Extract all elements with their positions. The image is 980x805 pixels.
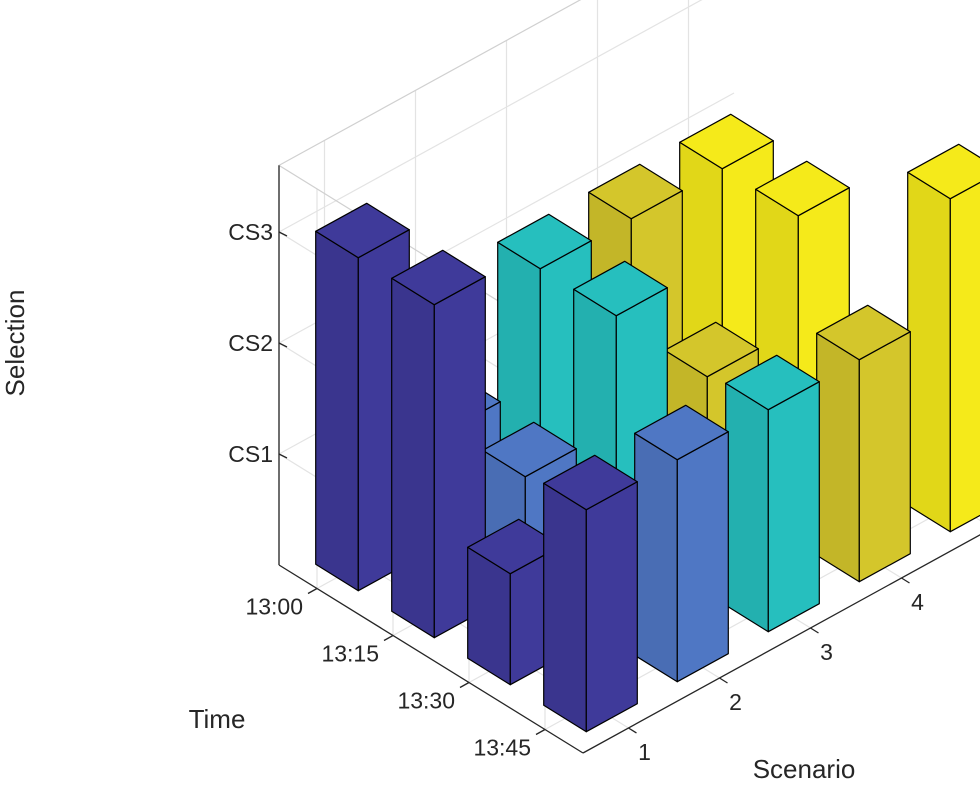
- bar-face-top: [588, 163, 683, 220]
- bar-time4-scenario4: [816, 304, 911, 583]
- scenario-tick-label-4: 4: [911, 589, 924, 615]
- time-tick-label-4: 13:45: [473, 735, 531, 761]
- bar-face-top: [725, 354, 820, 411]
- bar-face-left: [315, 230, 359, 592]
- time-axis-line: [278, 564, 584, 754]
- bar-face-left: [543, 482, 587, 733]
- bar-face-front: [767, 381, 820, 633]
- bar-time2-scenario3: [573, 260, 668, 539]
- bar-face-top: [664, 321, 759, 378]
- bar-face-top: [315, 202, 410, 259]
- bar-face-left: [391, 277, 435, 639]
- bar-face-left: [634, 432, 678, 683]
- bar-time2-scenario1: [391, 249, 486, 639]
- z-tick-label-1: CS1: [228, 441, 273, 467]
- bar-face-left: [907, 171, 951, 533]
- bar-face-top: [816, 304, 911, 361]
- time-tick-label-2: 13:15: [321, 641, 379, 667]
- scenario-tick-label-3: 3: [820, 639, 833, 665]
- time-tick-mark-3: [459, 681, 470, 689]
- bar-face-top: [391, 249, 486, 306]
- bar-face-top: [755, 160, 850, 217]
- time-tick-mark-2: [383, 634, 394, 642]
- scenario-tick-mark-3: [810, 627, 819, 634]
- y-axis-label: Time: [189, 704, 246, 734]
- bar-face-top: [482, 421, 577, 478]
- bar-face-top: [573, 260, 668, 317]
- z-axis-label: Selection: [0, 290, 30, 397]
- time-tick-label-1: 13:00: [245, 594, 303, 620]
- z-tick-label-2: CS2: [228, 330, 273, 356]
- bar-face-top: [634, 404, 729, 461]
- bars-layer: [315, 113, 980, 733]
- bar-face-top: [679, 113, 774, 170]
- bar-time4-scenario1: [543, 454, 638, 733]
- bar-face-front: [858, 331, 911, 583]
- z-tick-label-3: CS3: [228, 219, 273, 245]
- bar-face-front: [585, 481, 638, 733]
- bar-time4-scenario3: [725, 354, 820, 633]
- bar-face-front: [676, 431, 729, 683]
- bar-face-front: [949, 181, 980, 533]
- scenario-tick-mark-1: [628, 727, 637, 734]
- scenario-tick-label-2: 2: [729, 689, 742, 715]
- bar-time4-scenario2: [634, 404, 729, 683]
- x-axis-label: Scenario: [753, 754, 856, 784]
- bar-time4-scenario5: [907, 143, 980, 533]
- time-tick-mark-1: [307, 587, 318, 595]
- time-tick-mark-4: [535, 728, 546, 736]
- bar-face-left: [725, 382, 769, 633]
- bar-face-left: [816, 332, 860, 583]
- z-tick-mark-1: [278, 453, 288, 459]
- scenario-tick-mark-4: [901, 577, 910, 584]
- bar-face-top: [497, 213, 592, 270]
- bar-face-top: [543, 454, 638, 511]
- time-tick-label-3: 13:30: [397, 688, 455, 714]
- z-tick-mark-3: [278, 231, 288, 237]
- scenario-tick-mark-2: [719, 677, 728, 684]
- z-tick-mark-2: [278, 342, 288, 348]
- bar-face-top: [907, 143, 980, 200]
- scenario-tick-label-1: 1: [638, 739, 651, 765]
